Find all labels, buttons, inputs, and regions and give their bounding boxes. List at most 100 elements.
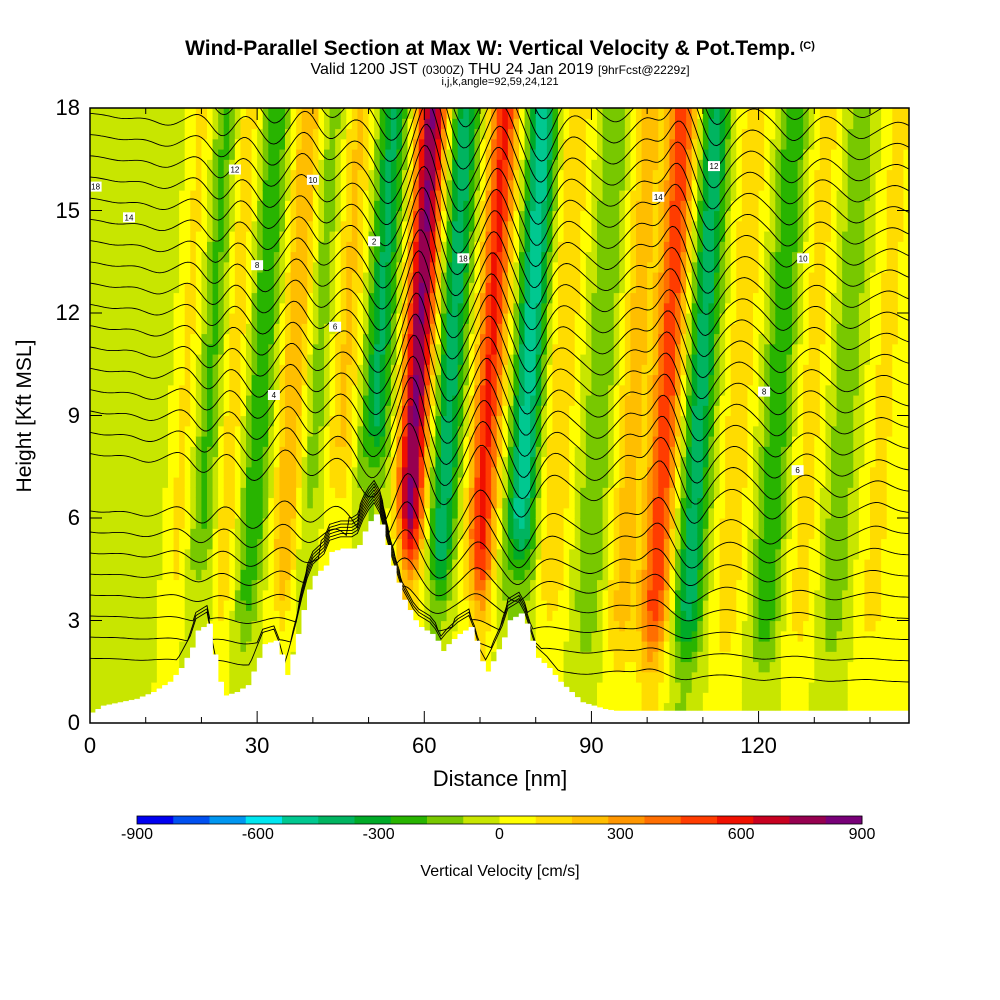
velocity-cell: [145, 364, 152, 376]
velocity-cell: [307, 323, 314, 335]
velocity-cell: [390, 261, 398, 273]
velocity-cell: [156, 374, 164, 386]
velocity-cell: [134, 671, 141, 683]
velocity-cell: [546, 569, 554, 581]
velocity-cell: [290, 354, 297, 365]
velocity-cell: [279, 620, 286, 632]
velocity-cell: [129, 384, 136, 396]
velocity-cell: [468, 128, 476, 140]
velocity-cell: [307, 108, 314, 119]
velocity-cell: [491, 282, 498, 294]
velocity-cell: [519, 200, 526, 212]
velocity-cell: [396, 507, 403, 519]
velocity-cell: [273, 210, 281, 222]
velocity-cell: [346, 507, 353, 519]
velocity-cell: [101, 128, 108, 140]
velocity-cell: [301, 384, 308, 396]
velocity-cell: [240, 323, 247, 335]
velocity-cell: [441, 200, 448, 212]
velocity-cell: [507, 220, 515, 232]
velocity-cell: [474, 559, 481, 570]
velocity-cell: [535, 354, 542, 365]
velocity-cell: [168, 200, 175, 212]
velocity-cell: [374, 138, 381, 150]
velocity-cell: [368, 405, 375, 417]
velocity-cell: [184, 518, 191, 529]
velocity-cell: [229, 579, 236, 591]
velocity-cell: [374, 456, 381, 468]
velocity-cell: [134, 477, 141, 488]
velocity-cell: [101, 200, 108, 212]
velocity-cell: [106, 528, 113, 540]
velocity-cell: [145, 272, 152, 283]
velocity-cell: [435, 220, 442, 232]
velocity-cell: [223, 518, 230, 529]
velocity-cell: [117, 343, 125, 355]
velocity-cell: [552, 630, 559, 642]
velocity-cell: [179, 538, 186, 550]
velocity-cell: [285, 579, 292, 591]
velocity-cell: [240, 179, 247, 191]
velocity-cell: [240, 395, 247, 406]
velocity-cell: [218, 487, 225, 499]
velocity-cell: [190, 579, 197, 591]
velocity-cell: [374, 200, 381, 212]
velocity-cell: [368, 302, 375, 314]
velocity-cell: [457, 292, 464, 304]
velocity-cell: [435, 436, 442, 447]
velocity-cell: [301, 425, 308, 437]
velocity-cell: [402, 528, 409, 540]
velocity-cell: [435, 477, 442, 488]
velocity-cell: [151, 661, 158, 673]
velocity-cell: [413, 241, 420, 253]
velocity-cell: [374, 282, 381, 294]
velocity-cell: [212, 528, 219, 540]
velocity-cell: [190, 241, 197, 253]
velocity-cell: [173, 220, 180, 232]
velocity-cell: [530, 261, 537, 273]
velocity-cell: [424, 425, 431, 437]
velocity-cell: [156, 190, 164, 201]
velocity-cell: [262, 190, 269, 201]
velocity-cell: [179, 333, 186, 345]
velocity-cell: [90, 364, 97, 376]
velocity-cell: [257, 405, 264, 417]
velocity-cell: [541, 507, 548, 519]
velocity-cell: [385, 477, 392, 488]
velocity-cell: [418, 405, 425, 417]
velocity-cell: [140, 159, 147, 171]
velocity-cell: [285, 159, 292, 171]
velocity-cell: [452, 405, 459, 417]
velocity-cell: [246, 210, 253, 222]
velocity-cell: [385, 292, 392, 304]
velocity-cell: [335, 200, 342, 212]
velocity-cell: [184, 220, 191, 232]
velocity-cell: [90, 425, 97, 437]
velocity-cell: [524, 323, 531, 335]
velocity-cell: [524, 518, 531, 529]
velocity-cell: [541, 405, 548, 417]
velocity-cell: [218, 302, 225, 314]
velocity-cell: [357, 415, 364, 427]
velocity-cell: [441, 538, 448, 550]
velocity-cell: [463, 384, 470, 396]
velocity-cell: [474, 241, 481, 253]
velocity-cell: [390, 354, 398, 365]
velocity-cell: [452, 190, 459, 201]
velocity-cell: [485, 425, 492, 437]
velocity-cell: [468, 251, 476, 263]
velocity-cell: [446, 610, 453, 622]
velocity-cell: [519, 128, 526, 140]
velocity-cell: [145, 384, 152, 396]
velocity-cell: [502, 518, 509, 529]
velocity-cell: [162, 415, 169, 427]
velocity-cell: [496, 323, 503, 335]
velocity-cell: [106, 323, 113, 335]
velocity-cell: [519, 354, 526, 365]
velocity-cell: [530, 313, 537, 324]
velocity-cell: [223, 354, 230, 365]
velocity-cell: [446, 538, 453, 550]
velocity-cell: [379, 190, 386, 201]
velocity-cell: [513, 374, 520, 386]
velocity-cell: [385, 241, 392, 253]
